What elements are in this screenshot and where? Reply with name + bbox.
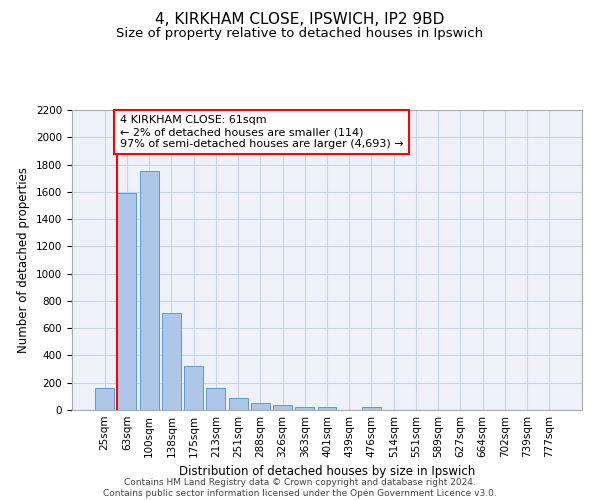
Bar	[95, 388, 114, 410]
Bar	[162, 313, 181, 410]
Text: 4 KIRKHAM CLOSE: 61sqm
← 2% of detached houses are smaller (114)
97% of semi-det: 4 KIRKHAM CLOSE: 61sqm ← 2% of detached …	[119, 116, 403, 148]
Y-axis label: Number of detached properties: Number of detached properties	[17, 167, 31, 353]
Bar	[118, 193, 136, 410]
Text: 4, KIRKHAM CLOSE, IPSWICH, IP2 9BD: 4, KIRKHAM CLOSE, IPSWICH, IP2 9BD	[155, 12, 445, 28]
Bar	[184, 366, 203, 410]
Bar	[317, 408, 337, 410]
Bar	[229, 398, 248, 410]
Bar	[273, 405, 292, 410]
Text: Contains HM Land Registry data © Crown copyright and database right 2024.
Contai: Contains HM Land Registry data © Crown c…	[103, 478, 497, 498]
Bar	[140, 172, 158, 410]
Bar	[362, 408, 381, 410]
Bar	[295, 406, 314, 410]
Text: Size of property relative to detached houses in Ipswich: Size of property relative to detached ho…	[116, 28, 484, 40]
Bar	[251, 402, 270, 410]
X-axis label: Distribution of detached houses by size in Ipswich: Distribution of detached houses by size …	[179, 466, 475, 478]
Bar	[206, 388, 225, 410]
